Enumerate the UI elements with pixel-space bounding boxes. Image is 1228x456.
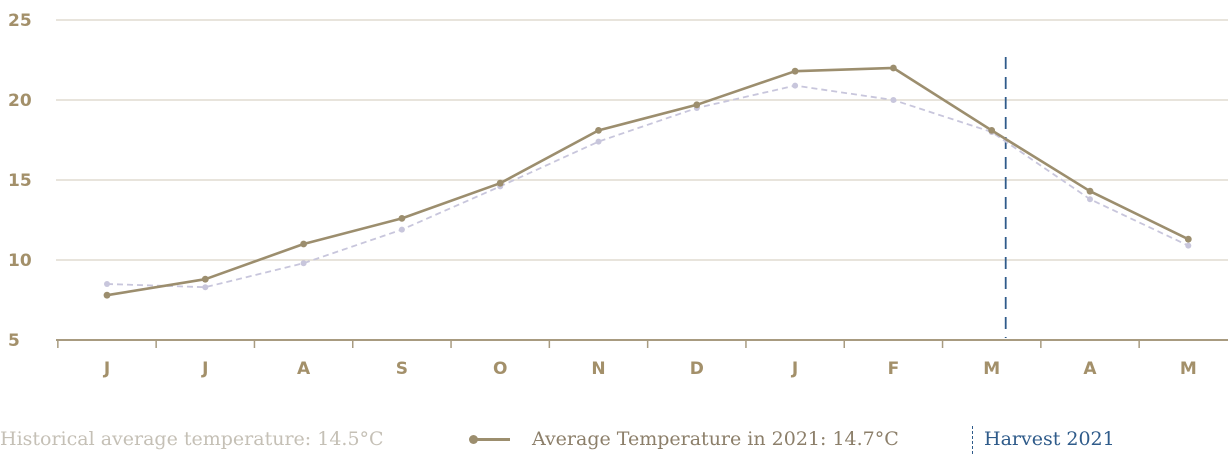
legend-historical: Historical average temperature: 14.5°C	[0, 422, 384, 456]
data-point	[595, 126, 602, 134]
data-point	[1185, 242, 1192, 249]
x-tick-label: J	[201, 359, 208, 379]
series-line	[106, 84, 1189, 289]
gridlines	[56, 19, 1228, 261]
legend: Historical average temperature: 14.5°C A…	[0, 422, 1228, 456]
x-axis	[56, 339, 1228, 348]
data-point	[201, 275, 209, 283]
series	[103, 64, 1192, 299]
data-point	[1087, 196, 1093, 203]
data-point	[792, 82, 799, 89]
data-point	[300, 260, 307, 267]
legend-harvest-marker	[972, 426, 973, 454]
series-1	[104, 82, 1192, 291]
data-point	[1184, 235, 1192, 243]
x-tick-label: A	[297, 359, 311, 379]
x-tick-label: S	[396, 359, 408, 379]
data-point	[791, 67, 799, 75]
legend-harvest-label: Harvest 2021	[984, 428, 1115, 450]
data-point	[988, 126, 996, 134]
data-point	[693, 101, 701, 109]
x-tick-label: F	[888, 359, 900, 379]
data-point	[202, 284, 209, 291]
x-tick-label: O	[493, 359, 507, 379]
y-tick-label: 20	[8, 91, 32, 111]
data-point	[398, 215, 406, 222]
data-point	[595, 138, 602, 145]
x-tick-label: J	[791, 359, 798, 379]
y-tick-label: 10	[8, 251, 32, 271]
legend-average-marker-dot	[469, 435, 478, 444]
data-point	[398, 226, 405, 233]
x-tick-label: M	[1180, 359, 1197, 379]
y-axis-ticks: 5 10 15 20 25	[8, 11, 32, 351]
data-point	[1086, 187, 1094, 195]
data-point	[104, 281, 110, 287]
legend-historical-label: Historical average temperature: 14.5°C	[0, 428, 384, 450]
data-point	[496, 179, 504, 187]
x-tick-label: N	[591, 359, 605, 379]
series-0	[103, 64, 1192, 299]
data-point	[103, 291, 111, 299]
temperature-line-chart: 5 10 15 20 25 J J A S O N D J F M A M	[8, 11, 1228, 379]
y-tick-label: 25	[8, 11, 32, 31]
x-tick-label: A	[1083, 359, 1097, 379]
data-point	[890, 64, 897, 72]
y-tick-label: 5	[8, 331, 20, 351]
data-point	[300, 240, 307, 248]
x-tick-label: J	[103, 359, 110, 379]
series-line	[106, 66, 1189, 297]
x-tick-label: D	[690, 359, 704, 379]
x-tick-label: M	[983, 359, 1000, 379]
data-point	[890, 97, 897, 103]
y-tick-label: 15	[8, 171, 32, 191]
legend-average-marker	[469, 435, 510, 444]
legend-average-label: Average Temperature in 2021: 14.7°C	[532, 428, 899, 450]
